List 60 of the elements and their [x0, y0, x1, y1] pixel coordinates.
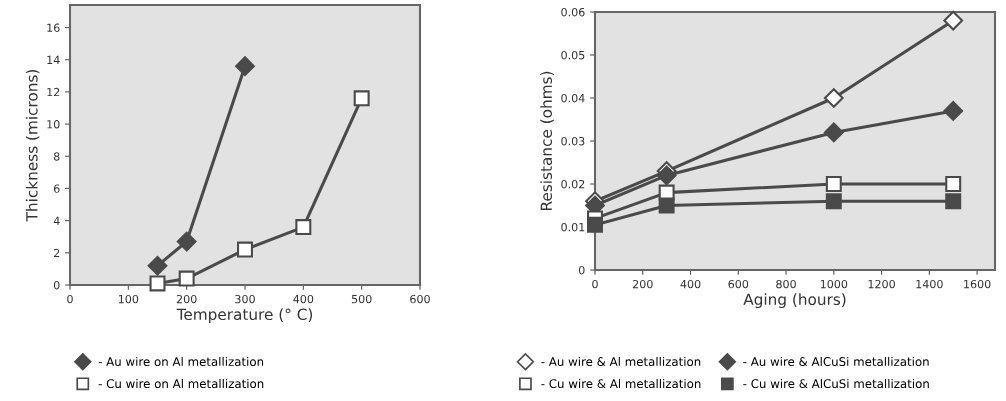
x-axis-title: Aging (hours): [743, 293, 846, 309]
y-tick-label: 0.06: [561, 7, 585, 17]
legend-label: - Cu wire on Al metallization: [98, 378, 264, 389]
legend-label: - Au wire & AlCuSi metallization: [743, 356, 929, 367]
point: [943, 101, 964, 121]
x-tick-label: 800: [776, 279, 796, 289]
point: [823, 122, 844, 143]
point: [945, 176, 962, 192]
x-tick-label: 1400: [916, 279, 943, 289]
x-tick-label: 300: [235, 294, 255, 304]
y-tick-label: 10: [47, 120, 60, 129]
y-tick-label: 0.01: [561, 222, 585, 232]
x-tick-label: 200: [632, 279, 653, 289]
y-tick-label: 0: [578, 265, 585, 275]
legend-label: - Cu wire & Al metallization: [541, 378, 701, 389]
x-tick-label: 0: [67, 294, 73, 304]
y-tick-label: 2: [54, 248, 60, 258]
x-tick-label: 600: [728, 279, 749, 289]
y-tick-label: 16: [47, 23, 60, 32]
point: [656, 165, 677, 186]
point: [147, 255, 168, 276]
x-axis-title: Temperature (° C): [176, 308, 313, 324]
point: [943, 10, 964, 31]
point: [295, 219, 312, 236]
x-tick-label: 400: [293, 294, 314, 304]
point: [176, 231, 197, 252]
y-tick-label: 14: [47, 55, 60, 64]
legend-label: - Au wire & Al metallization: [541, 356, 701, 367]
x-tick-label: 1000: [820, 279, 848, 289]
y-tick-label: 4: [53, 216, 60, 225]
x-tick-label: 200: [176, 294, 197, 304]
point: [178, 270, 195, 287]
x-tick-label: 1200: [868, 279, 895, 289]
y-axis-title: Resistance (ohms): [540, 71, 554, 210]
y-tick-label: 0.05: [561, 50, 585, 60]
y-tick-label: 8: [53, 152, 60, 161]
legend-label: - Au wire on Al metallization: [98, 356, 264, 367]
y-tick-label: 12: [47, 87, 60, 97]
y-tick-label: 0.02: [561, 179, 585, 189]
x-tick-label: 400: [680, 279, 701, 289]
x-tick-label: 0: [592, 279, 598, 289]
x-tick-label: 1600: [964, 279, 991, 289]
point: [353, 90, 370, 107]
point: [237, 241, 253, 258]
x-tick-label: 500: [351, 294, 372, 304]
y-axis-title: Thickness (microns): [25, 69, 40, 222]
point: [945, 193, 962, 210]
point: [825, 193, 842, 210]
x-tick-label: 100: [118, 294, 139, 304]
point: [587, 216, 603, 233]
legend-label: - Cu wire & AlCuSi metallization: [743, 378, 929, 389]
point: [149, 275, 166, 292]
y-tick-label: 6: [53, 184, 60, 193]
point: [825, 176, 842, 192]
point: [658, 197, 675, 214]
y-tick-label: 0.03: [561, 136, 585, 146]
x-tick-label: 600: [410, 294, 430, 304]
point: [235, 56, 255, 77]
y-tick-label: 0.04: [561, 93, 585, 103]
point: [823, 88, 844, 108]
